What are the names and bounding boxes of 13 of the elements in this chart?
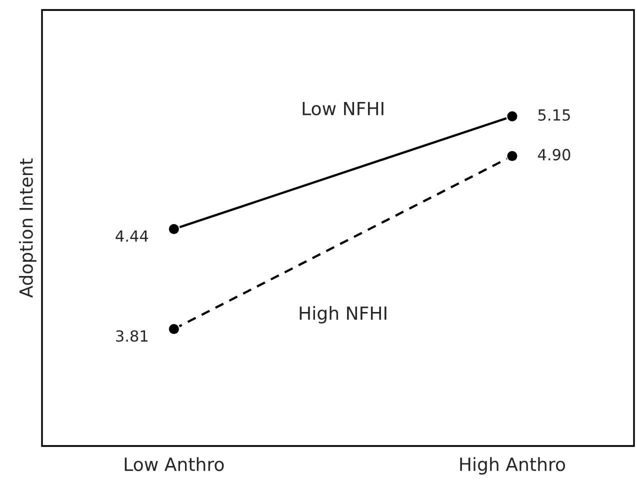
point	[506, 110, 518, 122]
y-axis-title: Adoption Intent	[18, 158, 36, 298]
x-tick-label: Low Anthro	[124, 457, 224, 472]
text: High NFHI	[300, 306, 386, 324]
data-label: 4.44	[116, 230, 148, 242]
data-label: 3.81	[116, 330, 148, 342]
text: Low NFHI	[302, 102, 384, 116]
data-label: 5.15	[538, 109, 570, 121]
point	[168, 322, 180, 336]
point	[506, 150, 518, 162]
point	[168, 222, 180, 236]
x-tick-label: High Anthro	[460, 457, 566, 475]
data-label: 4.90	[538, 148, 570, 160]
